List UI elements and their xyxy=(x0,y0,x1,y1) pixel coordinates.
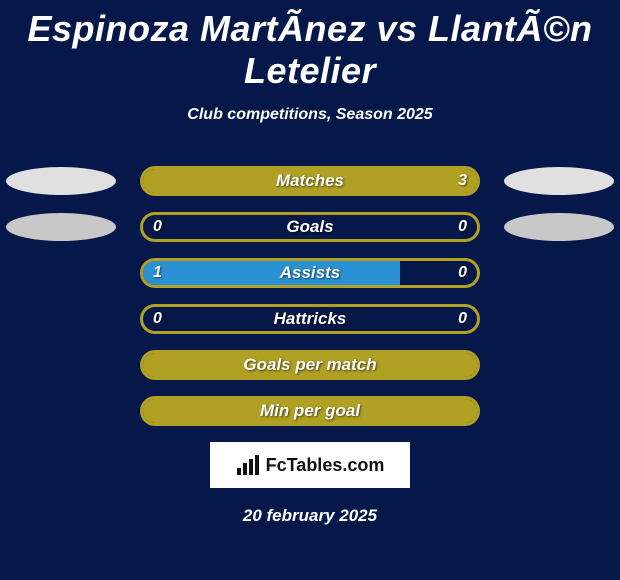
logo-box[interactable]: FcTables.com xyxy=(210,442,410,488)
stat-row: Goals per match xyxy=(0,350,620,380)
stat-bar-track: 3Matches xyxy=(140,166,480,196)
stat-label: Goals per match xyxy=(143,353,477,377)
stat-row: 3Matches xyxy=(0,166,620,196)
stat-bar-track: Goals per match xyxy=(140,350,480,380)
stat-bar-track: 00Hattricks xyxy=(140,304,480,334)
page-title: Espinoza MartÃnez vs LlantÃ©n Letelier xyxy=(0,0,620,92)
stat-label: Hattricks xyxy=(143,307,477,331)
stat-row: 00Hattricks xyxy=(0,304,620,334)
stat-row: 10Assists xyxy=(0,258,620,288)
stat-label: Matches xyxy=(143,169,477,193)
stat-label: Min per goal xyxy=(143,399,477,423)
logo-text: FcTables.com xyxy=(266,455,385,476)
date-text: 20 february 2025 xyxy=(0,506,620,526)
player-left-oval xyxy=(6,167,116,195)
page-subtitle: Club competitions, Season 2025 xyxy=(0,106,620,124)
stat-label: Assists xyxy=(143,261,477,285)
player-right-oval xyxy=(504,167,614,195)
stat-label: Goals xyxy=(143,215,477,239)
stat-bar-track: 10Assists xyxy=(140,258,480,288)
chart-icon xyxy=(236,454,260,476)
stat-row: 00Goals xyxy=(0,212,620,242)
player-right-oval xyxy=(504,213,614,241)
stat-rows-container: 3Matches 00Goals 10Assists 00Hattricks Goals… xyxy=(0,166,620,426)
stat-bar-track: Min per goal xyxy=(140,396,480,426)
stat-bar-track: 00Goals xyxy=(140,212,480,242)
player-left-oval xyxy=(6,213,116,241)
stat-row: Min per goal xyxy=(0,396,620,426)
